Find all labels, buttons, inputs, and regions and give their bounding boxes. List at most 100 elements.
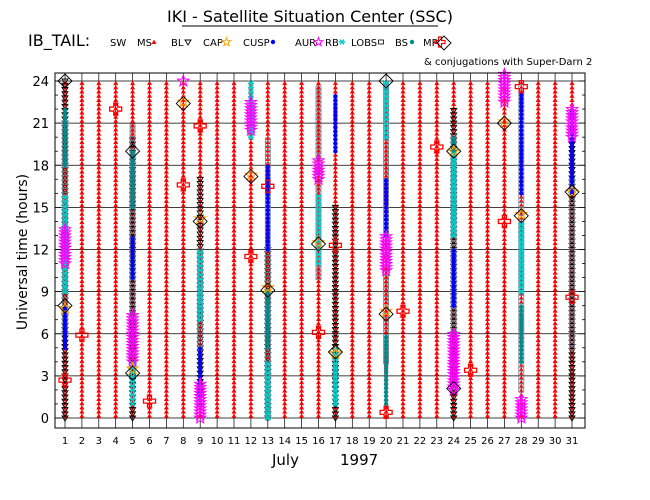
ms-marker [366, 295, 372, 300]
ms-marker [299, 122, 305, 128]
legend-label: RB [325, 38, 339, 49]
rb-segment [264, 361, 271, 421]
ms-marker [349, 89, 355, 94]
ms-marker [147, 93, 152, 98]
cusp-marker [569, 151, 575, 157]
ms-marker [501, 341, 507, 347]
ms-marker [434, 190, 440, 195]
ms-marker [214, 253, 220, 258]
ms-marker [400, 409, 406, 414]
ms-marker [400, 316, 406, 322]
ms-marker [434, 287, 440, 292]
ms-marker [214, 350, 220, 355]
ms-marker [400, 413, 406, 418]
ms-marker [299, 97, 305, 102]
ms-marker [501, 299, 507, 305]
aur-segment [514, 391, 529, 425]
ms-marker [434, 257, 440, 263]
rb-marker [450, 169, 457, 176]
ms-marker [400, 215, 406, 220]
ms-marker [214, 303, 220, 309]
ms-marker [417, 249, 423, 254]
ms-marker [197, 97, 203, 102]
ms-marker [552, 211, 558, 216]
ms-marker [163, 253, 169, 258]
ms-marker [96, 333, 102, 338]
ms-marker [163, 131, 169, 136]
ms-marker [451, 80, 457, 86]
ms-marker [400, 379, 406, 385]
ms-marker [147, 177, 152, 182]
rb-marker [450, 178, 457, 185]
ms-marker [552, 190, 558, 195]
ms-marker [535, 316, 541, 322]
ms-marker [96, 89, 102, 94]
ms-marker [79, 345, 85, 351]
ms-marker [214, 198, 220, 204]
ms-marker [518, 362, 524, 368]
ms-marker [282, 291, 288, 296]
ms-marker [180, 143, 186, 149]
ms-marker [485, 122, 490, 128]
ms-marker [231, 404, 237, 410]
rb-marker [197, 285, 204, 292]
ms-marker [163, 388, 169, 393]
ms-column [417, 80, 423, 418]
ms-marker [180, 135, 186, 140]
x-tick-label: 21 [397, 436, 410, 447]
rb-marker [518, 252, 525, 259]
ms-marker [248, 287, 254, 292]
ms-marker [485, 362, 490, 368]
ms-marker [417, 131, 423, 136]
ms-marker [79, 93, 85, 98]
ms-marker [417, 190, 423, 195]
ms-marker [434, 135, 440, 140]
ms-marker [231, 211, 237, 216]
ms-marker [180, 388, 186, 393]
ms-marker [180, 185, 186, 191]
ms-column [501, 80, 507, 418]
ms-marker [96, 219, 102, 225]
rb-marker [450, 214, 457, 221]
cusp-marker [265, 200, 270, 205]
ms-marker [535, 253, 541, 258]
ms-marker [163, 261, 169, 267]
ms-marker [434, 164, 440, 170]
ms-marker [231, 173, 237, 178]
ms-marker [468, 400, 474, 406]
bs-marker [130, 165, 135, 171]
ms-marker [147, 308, 152, 313]
ms-marker [535, 177, 541, 182]
ms-marker [197, 131, 203, 136]
ms-marker [366, 274, 372, 279]
cusp-segment [383, 178, 389, 238]
rb-marker [450, 174, 457, 180]
ms-marker [113, 181, 119, 187]
x-tick-label: 16 [312, 436, 325, 447]
cusp-marker [519, 124, 524, 129]
ms-marker [535, 164, 541, 170]
ms-marker [130, 97, 136, 102]
ms-marker [400, 400, 406, 406]
mp-marker [396, 304, 410, 318]
ms-marker [180, 181, 186, 187]
ms-marker [214, 362, 220, 368]
ms-marker [96, 354, 102, 359]
ms-marker [552, 97, 558, 102]
ms-marker [535, 97, 541, 102]
ms-marker [214, 261, 220, 267]
ms-marker [349, 320, 355, 326]
ms-marker [282, 143, 288, 149]
ms-marker [113, 89, 119, 94]
ms-marker [535, 291, 541, 296]
cusp-marker [383, 182, 389, 187]
ms-marker [79, 316, 85, 322]
ms-marker [400, 97, 406, 102]
ms-marker [113, 274, 119, 279]
ms-marker [468, 320, 474, 326]
ms-marker [400, 181, 406, 187]
ms-marker [400, 287, 406, 292]
cusp-marker [519, 175, 524, 180]
ms-marker [282, 257, 288, 263]
ms-marker [316, 345, 321, 351]
